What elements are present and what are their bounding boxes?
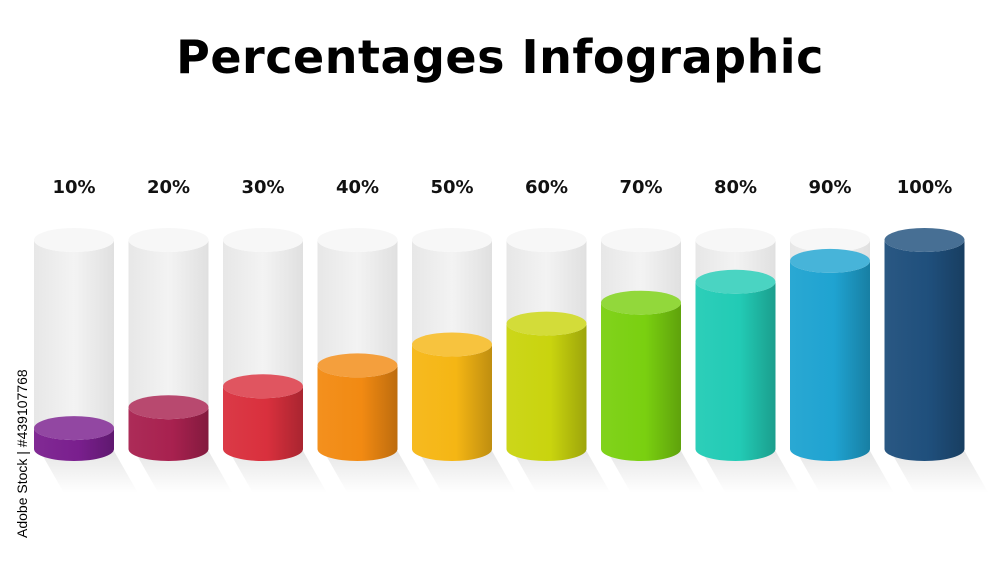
bar-label: 50% xyxy=(430,177,473,198)
bar-80pct xyxy=(695,281,776,461)
bar-track-top xyxy=(790,228,870,252)
bar-shadow xyxy=(134,451,233,493)
bar-20pct xyxy=(128,407,209,461)
bar-shadow xyxy=(40,451,138,493)
bar-top xyxy=(790,248,870,273)
bar-track-top xyxy=(128,228,209,252)
bar-label: 100% xyxy=(897,177,953,198)
bar-90pct xyxy=(790,260,870,461)
bar-track-top xyxy=(317,228,398,252)
bar-track-top xyxy=(695,228,776,252)
bar-shadow xyxy=(701,451,800,493)
bar-10pct xyxy=(34,428,114,461)
bar-track-top xyxy=(412,228,492,252)
bar-100pct xyxy=(884,240,965,461)
bar-top xyxy=(223,374,303,399)
bar-track-top xyxy=(223,228,303,252)
bar-label: 10% xyxy=(52,177,95,198)
bar-track-top xyxy=(34,228,114,252)
bar-label: 60% xyxy=(525,177,568,198)
bar-top xyxy=(695,269,776,294)
bar-label: 30% xyxy=(241,177,284,198)
bar-30pct xyxy=(223,386,303,461)
bar-shadow xyxy=(418,451,516,493)
bar-label: 40% xyxy=(336,177,379,198)
bar-top xyxy=(128,395,209,420)
bar-70pct xyxy=(601,302,681,461)
bar-shadow xyxy=(229,451,327,493)
page-title: Percentages Infographic xyxy=(176,30,824,84)
bar-50pct xyxy=(412,344,492,461)
bar-track-top xyxy=(601,228,681,252)
bar-top xyxy=(317,353,398,378)
bar-shadow xyxy=(512,451,611,493)
bar-shadow xyxy=(796,451,894,493)
bar-track-top xyxy=(506,228,587,252)
bar-shadow xyxy=(890,451,989,493)
bar-40pct xyxy=(317,365,398,461)
bar-label: 70% xyxy=(619,177,662,198)
bar-label: 90% xyxy=(808,177,851,198)
bar-60pct xyxy=(506,323,587,461)
bar-label: 80% xyxy=(714,177,757,198)
bar-shadow xyxy=(323,451,422,493)
bar-shadow xyxy=(607,451,705,493)
bar-top xyxy=(34,416,114,441)
bar-top xyxy=(506,311,587,336)
bar-track xyxy=(34,240,114,461)
bar-top xyxy=(601,290,681,315)
bar-top xyxy=(884,228,965,252)
bar-top xyxy=(412,332,492,357)
bar-label: 20% xyxy=(147,177,190,198)
